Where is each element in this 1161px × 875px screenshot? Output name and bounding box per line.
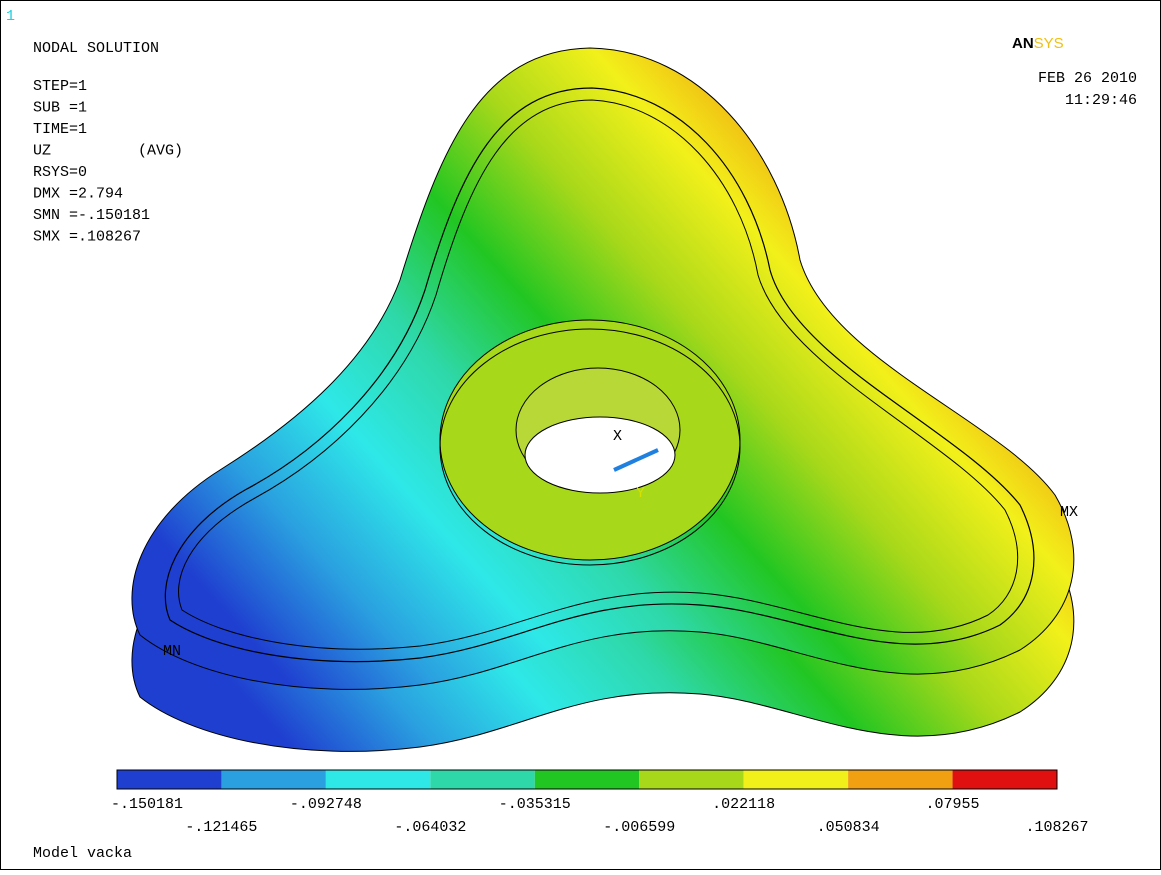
legend-label: -.121465 xyxy=(185,819,257,836)
legend-label: -.092748 xyxy=(290,796,362,813)
legend-swatch xyxy=(430,770,534,789)
legend-label: -.064032 xyxy=(394,819,466,836)
window-number: 1 xyxy=(6,8,15,25)
info-line: RSYS=0 xyxy=(33,164,87,181)
max-marker: MX xyxy=(1060,504,1078,521)
axis-y-label: Y xyxy=(636,485,645,502)
bore-hole xyxy=(525,417,675,493)
logo: ANSYS xyxy=(1012,35,1064,52)
legend-swatch xyxy=(744,770,848,789)
legend-swatch xyxy=(117,770,221,789)
info-line: DMX =2.794 xyxy=(33,186,123,203)
legend-label: .108267 xyxy=(1025,819,1088,836)
legend-swatch xyxy=(639,770,743,789)
time: 11:29:46 xyxy=(1065,92,1137,109)
logo-right: SYS xyxy=(1034,35,1064,52)
info-line: TIME=1 xyxy=(33,121,87,138)
logo-left: AN xyxy=(1012,35,1034,52)
ansys-window: X Y MX MN 1 NODAL SOLUTION STEP=1 SUB =1 T… xyxy=(0,0,1161,870)
legend-label: -.006599 xyxy=(603,819,675,836)
info-line: SUB =1 xyxy=(33,100,87,117)
legend-label: -.150181 xyxy=(111,796,183,813)
legend-swatch xyxy=(326,770,430,789)
legend-label: -.035315 xyxy=(499,796,571,813)
legend-swatch xyxy=(535,770,639,789)
info-line: SMX =.108267 xyxy=(33,229,141,246)
legend-swatch xyxy=(953,770,1057,789)
legend-label: .050834 xyxy=(817,819,880,836)
legend-swatch xyxy=(221,770,325,789)
info-line: (AVG) xyxy=(138,143,183,160)
date: FEB 26 2010 xyxy=(1038,70,1137,87)
min-marker: MN xyxy=(163,643,181,660)
footer: Model vacka xyxy=(33,845,132,862)
legend-label: .022118 xyxy=(712,796,775,813)
legend-swatch xyxy=(848,770,952,789)
title: NODAL SOLUTION xyxy=(33,40,159,57)
legend-label: .07955 xyxy=(926,796,980,813)
info-line: UZ xyxy=(33,143,51,160)
info-line: SMN =-.150181 xyxy=(33,207,150,224)
info-line: STEP=1 xyxy=(33,78,87,95)
axis-x-label: X xyxy=(613,428,622,445)
